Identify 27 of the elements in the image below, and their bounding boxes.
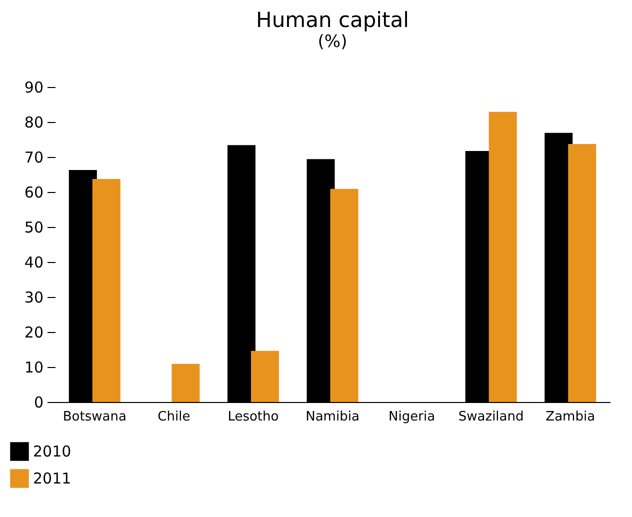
y-tick-label: 20 — [24, 324, 44, 342]
x-tick-label: Botswana — [62, 410, 126, 424]
y-tick-label: 50 — [24, 218, 44, 236]
y-tick-label: 10 — [24, 358, 44, 376]
bar — [568, 144, 596, 402]
x-tick-label: Swaziland — [458, 410, 524, 424]
legend-label: 2010 — [33, 442, 72, 460]
bar — [330, 188, 358, 402]
y-tick-label: 30 — [24, 288, 44, 306]
x-tick-label: Chile — [158, 410, 190, 424]
x-tick-label: Nigeria — [388, 410, 436, 424]
x-tick-label: Namibia — [306, 410, 360, 424]
y-tick-label: 0 — [34, 394, 44, 412]
bar — [92, 179, 120, 402]
y-tick-label: 40 — [24, 254, 44, 272]
chart-subtitle: (%) — [318, 32, 348, 52]
y-tick-label: 70 — [24, 148, 44, 166]
x-tick-label: Zambia — [546, 410, 596, 424]
y-tick-label: 80 — [24, 114, 44, 132]
y-tick-label: 90 — [24, 78, 44, 96]
y-tick-label: 60 — [24, 184, 44, 202]
x-tick-label: Lesotho — [228, 410, 279, 424]
bar — [488, 112, 517, 402]
legend-label: 2011 — [33, 470, 72, 488]
chart-title: Human capital — [256, 8, 409, 32]
bar — [250, 350, 279, 402]
bar — [172, 364, 200, 402]
